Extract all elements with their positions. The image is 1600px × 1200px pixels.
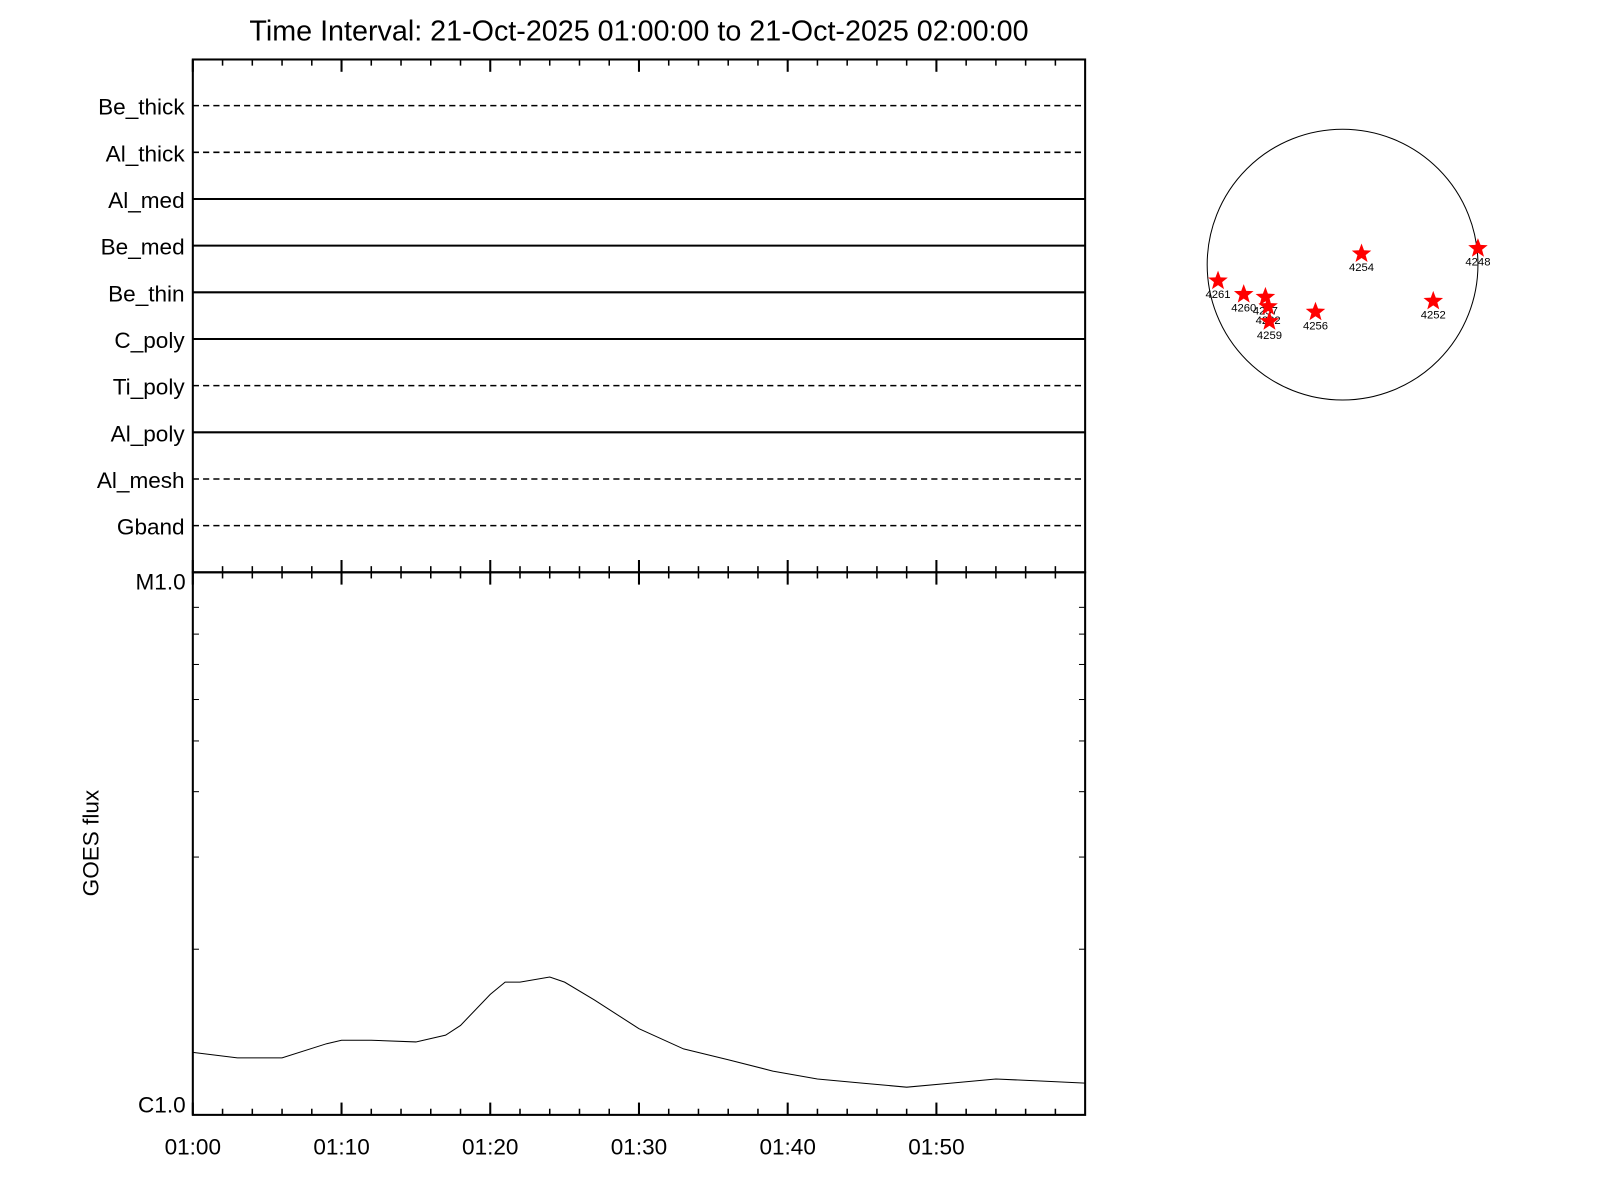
region-marker [1233, 284, 1254, 303]
region-label: 4248 [1465, 257, 1490, 269]
x-tick-label: 01:00 [165, 1135, 221, 1160]
filter-label: Be_thin [108, 281, 184, 306]
x-tick-label: 01:30 [611, 1135, 667, 1160]
x-tick-label: 01:10 [313, 1135, 369, 1160]
filter-label: Be_med [101, 235, 185, 260]
x-tick-label: 01:40 [759, 1135, 815, 1160]
region-marker [1259, 311, 1280, 330]
solar-disk [1206, 128, 1479, 401]
filter-label: Be_thick [98, 95, 185, 120]
region-label: 4252 [1421, 310, 1446, 322]
x-tick-label: 01:50 [908, 1135, 964, 1160]
filter-label: Al_thick [106, 141, 186, 166]
y-tick-label: M1.0 [136, 569, 186, 594]
title: Time Interval: 21-Oct-2025 01:00:00 to 2… [249, 15, 1028, 47]
x-tick-label: 01:20 [462, 1135, 518, 1160]
flux-line [192, 976, 1086, 1088]
filter-label: Al_poly [111, 421, 186, 446]
filter-label: C_poly [114, 328, 185, 353]
filter-label: Al_med [108, 188, 184, 213]
region-marker [1468, 238, 1488, 257]
filter-label: Gband [117, 515, 185, 540]
region-label: 4256 [1303, 320, 1328, 332]
region-marker [1423, 290, 1444, 310]
y-tick-label: C1.0 [138, 1093, 186, 1118]
region-marker [1305, 301, 1326, 321]
region-marker [1255, 286, 1276, 306]
region-label: 4260 [1231, 303, 1256, 315]
region-marker [1208, 270, 1228, 290]
filter-label: Ti_poly [113, 375, 186, 400]
region-label: 4261 [1205, 289, 1230, 301]
region-label: 4259 [1257, 330, 1282, 342]
region-label: 4254 [1349, 262, 1374, 274]
y-axis-label: GOES flux [78, 789, 103, 896]
region-marker [1351, 243, 1372, 263]
region-marker [1258, 296, 1278, 315]
filter-label: Al_mesh [97, 468, 185, 493]
